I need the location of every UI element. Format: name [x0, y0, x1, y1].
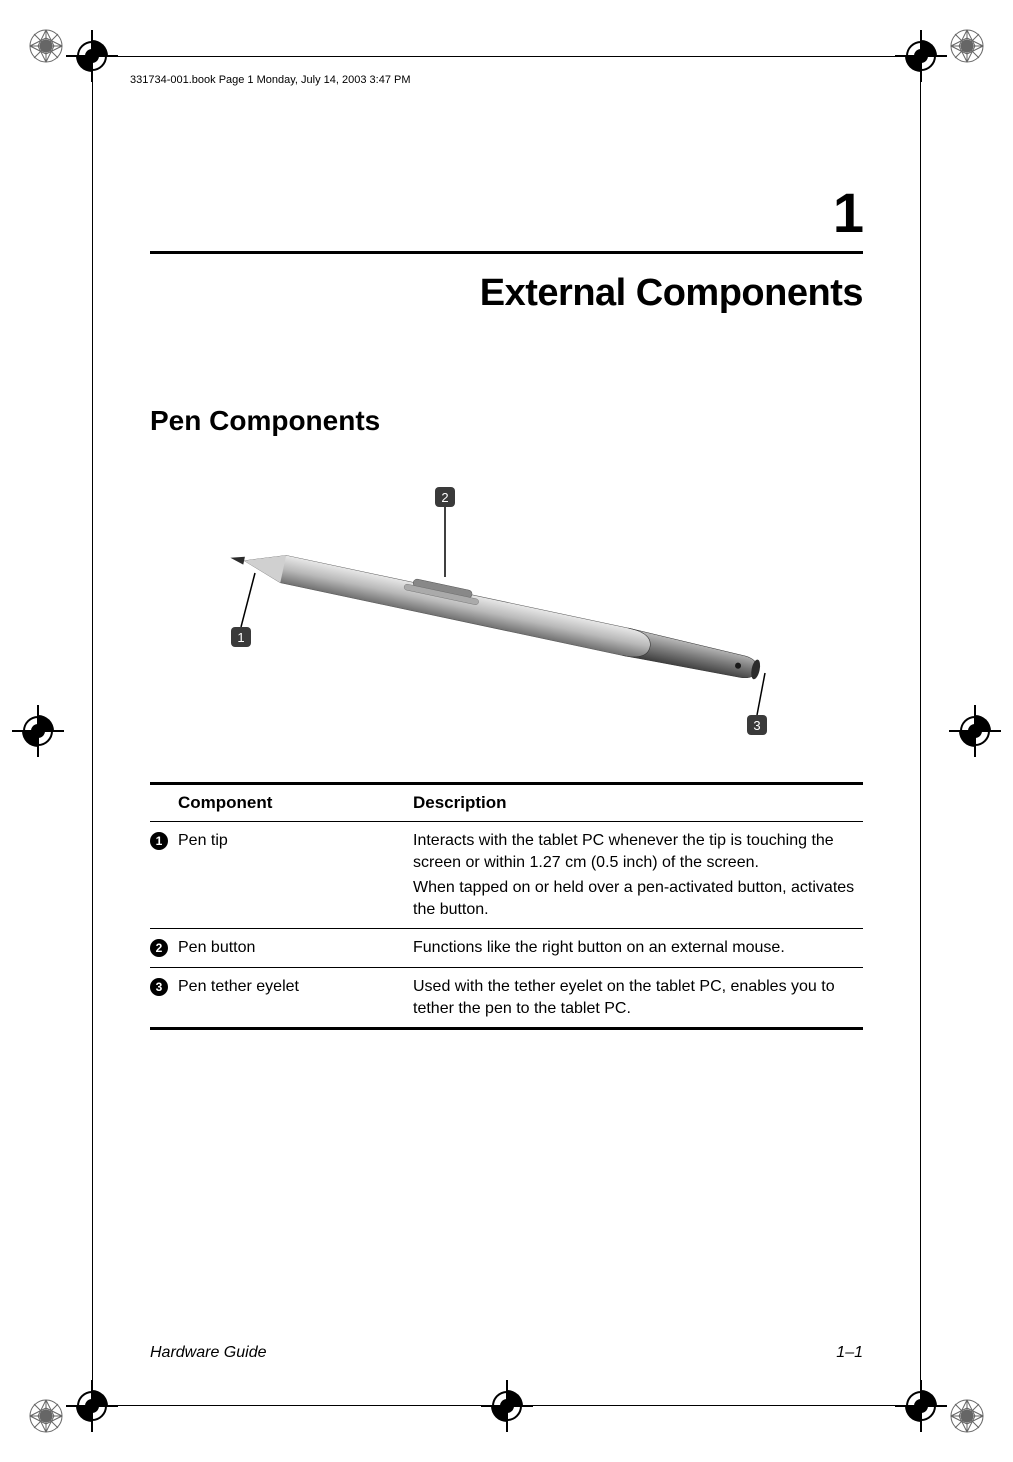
- table-row: 1 Pen tip Interacts with the tablet PC w…: [150, 822, 863, 929]
- table-row: 2 Pen button Functions like the right bu…: [150, 929, 863, 968]
- crosshair-icon: [895, 1380, 947, 1432]
- registration-mark-tr: [949, 28, 985, 64]
- crosshair-icon: [66, 1380, 118, 1432]
- registration-mark-tl: [28, 28, 64, 64]
- section-title: Pen Components: [150, 405, 863, 437]
- crosshair-icon: [949, 705, 1001, 757]
- component-name: Pen tether eyelet: [178, 967, 413, 1027]
- table-header-row: Component Description: [150, 785, 863, 822]
- component-desc: Used with the tether eyelet on the table…: [413, 967, 863, 1027]
- svg-text:3: 3: [753, 718, 760, 733]
- crosshair-icon: [12, 705, 64, 757]
- component-desc: Functions like the right button on an ex…: [413, 929, 863, 968]
- footer-right: 1–1: [836, 1344, 863, 1362]
- component-name: Pen button: [178, 929, 413, 968]
- component-name: Pen tip: [178, 822, 413, 929]
- page-footer: Hardware Guide 1–1: [150, 1344, 863, 1362]
- row-num: 2: [150, 939, 168, 957]
- registration-mark-br: [949, 1398, 985, 1434]
- pen-figure: 1 2 3: [150, 477, 863, 742]
- chapter-rule: [150, 251, 863, 254]
- row-num: 3: [150, 978, 168, 996]
- chapter-number: 1: [150, 180, 863, 245]
- footer-left: Hardware Guide: [150, 1344, 267, 1362]
- component-desc: Interacts with the tablet PC whenever th…: [413, 822, 863, 929]
- svg-text:1: 1: [237, 630, 244, 645]
- svg-text:2: 2: [441, 490, 448, 505]
- table-row: 3 Pen tether eyelet Used with the tether…: [150, 967, 863, 1027]
- chapter-title: External Components: [150, 272, 863, 315]
- row-num: 1: [150, 832, 168, 850]
- crosshair-icon: [66, 30, 118, 82]
- crosshair-icon: [895, 30, 947, 82]
- registration-mark-bl: [28, 1398, 64, 1434]
- components-table: Component Description 1 Pen tip Interact…: [150, 782, 863, 1030]
- page-content: 1 External Components Pen Components: [150, 180, 863, 1030]
- col-component: Component: [178, 785, 413, 822]
- crosshair-icon: [481, 1380, 533, 1432]
- col-description: Description: [413, 785, 863, 822]
- header-tag: 331734-001.book Page 1 Monday, July 14, …: [130, 74, 411, 86]
